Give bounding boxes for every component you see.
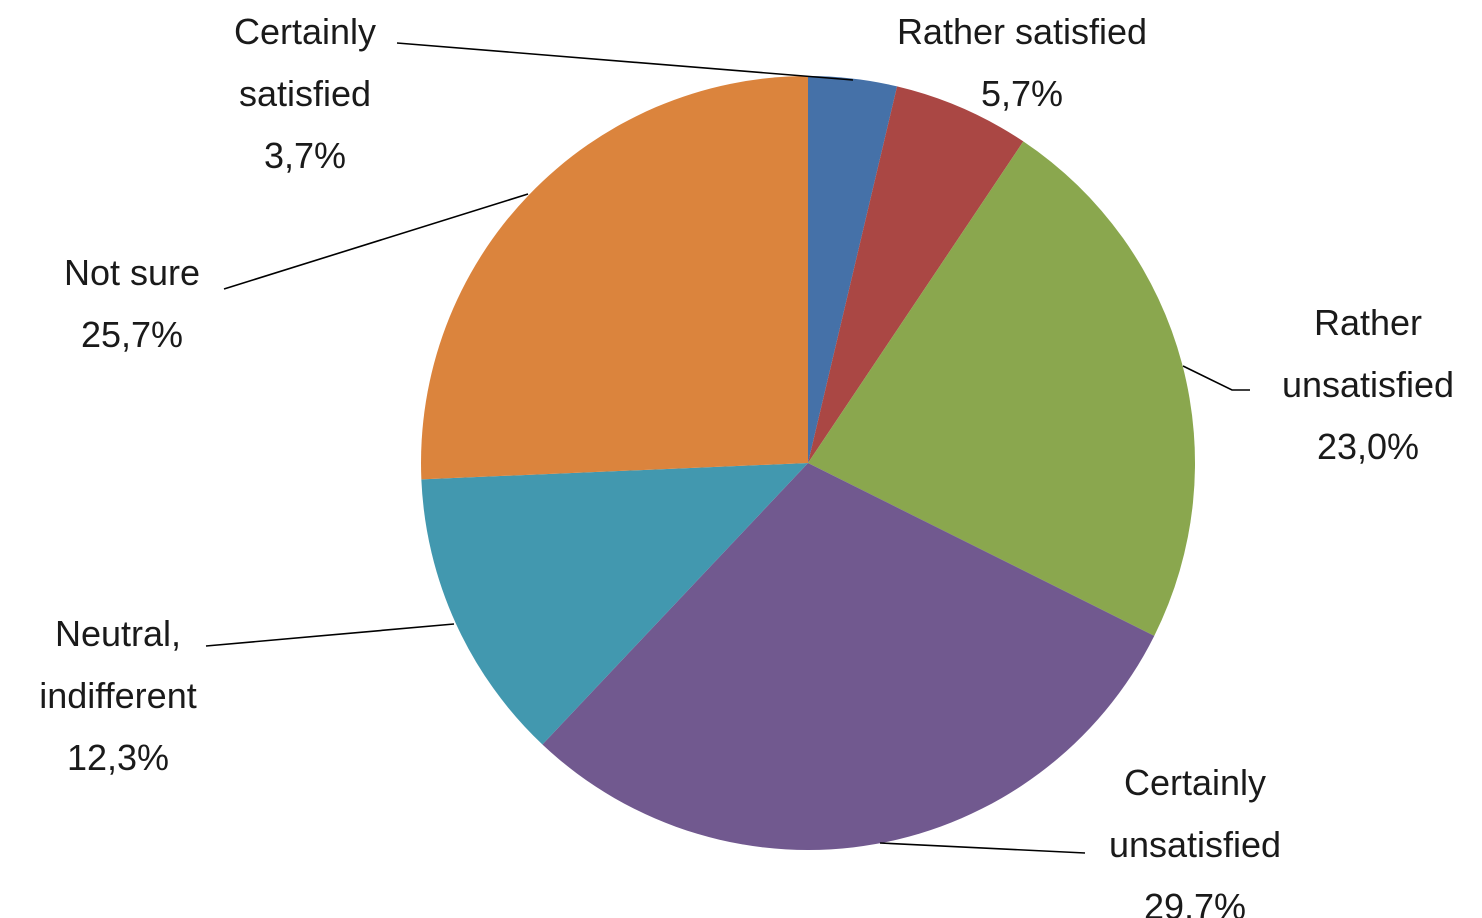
leader-line-not-sure [223, 193, 529, 290]
slice-value-label: 5,7% [981, 73, 1063, 114]
pie-slice-rather-unsatisfied [808, 141, 1196, 636]
slice-name-label: indifferent [39, 675, 196, 716]
slice-label-rather-unsatisfied: Rather unsatisfied 23,0% [1282, 302, 1454, 467]
slice-label-rather-satisfied: Rather satisfied 5,7% [897, 11, 1147, 114]
slice-name-label: Certainly [234, 11, 376, 52]
slice-value-label: 29,7% [1144, 886, 1246, 918]
slice-value-label: 23,0% [1317, 426, 1419, 467]
pie-slice-certainly-satisfied [808, 76, 898, 463]
leader-line-certainly-unsatisfied [879, 842, 1086, 854]
slice-name-label: Certainly [1124, 762, 1266, 803]
slice-name-label: Rather [1314, 302, 1422, 343]
slice-name-label: unsatisfied [1282, 364, 1454, 405]
pie-slice-certainly-unsatisfied [542, 463, 1155, 851]
slice-value-label: 12,3% [67, 737, 169, 778]
slice-name-label: Neutral, [55, 613, 181, 654]
slice-value-label: 25,7% [81, 314, 183, 355]
leader-lines [205, 42, 1250, 854]
pie-slices [421, 76, 1196, 851]
slice-name-label: satisfied [239, 73, 371, 114]
slice-name-label: Rather satisfied [897, 11, 1147, 52]
slice-label-not-sure: Not sure 25,7% [64, 252, 200, 355]
pie-slice-rather-satisfied [808, 86, 1024, 463]
leader-line-certainly-satisfied [396, 42, 854, 81]
slice-value-label: 3,7% [264, 135, 346, 176]
slice-name-label: unsatisfied [1109, 824, 1281, 865]
leader-line-neutral-indifferent [205, 623, 455, 647]
slice-labels: Certainly satisfied 3,7% Rather satisfied 5,… [39, 11, 1454, 918]
pie-slice-neutral-indifferent [421, 463, 808, 745]
slice-label-certainly-satisfied: Certainly satisfied 3,7% [234, 11, 376, 176]
slice-name-label: Not sure [64, 252, 200, 293]
pie-slice-not-sure [421, 76, 808, 480]
slice-label-neutral-indifferent: Neutral, indifferent 12,3% [39, 613, 196, 778]
slice-label-certainly-unsatisfied: Certainly unsatisfied 29,7% [1109, 762, 1281, 918]
leader-line-rather-unsatisfied [1182, 365, 1250, 391]
